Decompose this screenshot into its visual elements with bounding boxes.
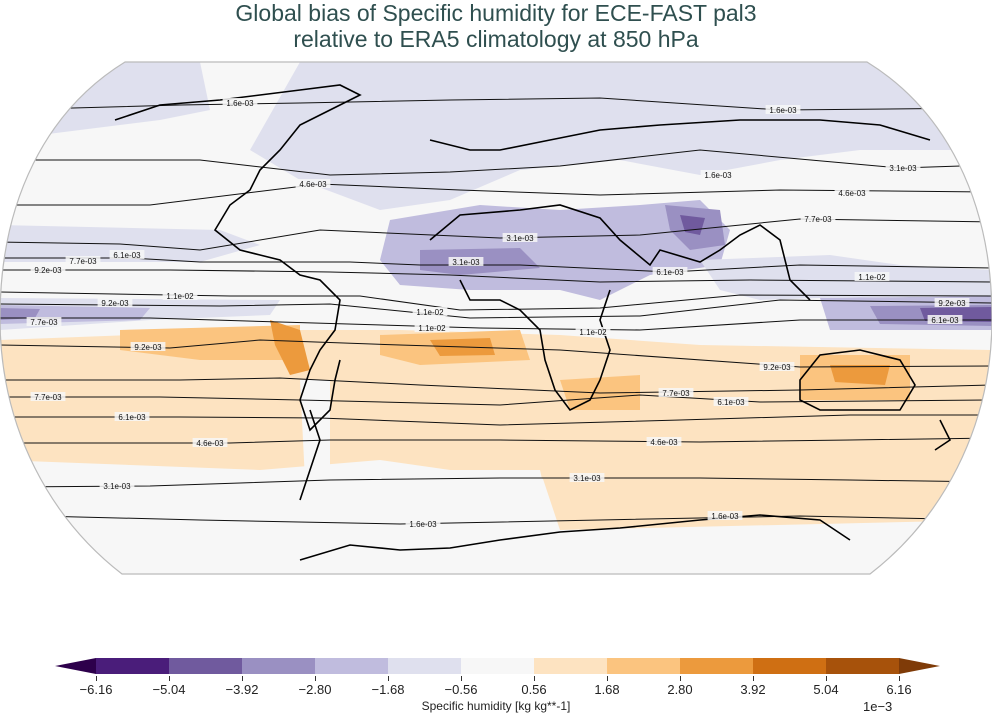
colorbar-tick <box>534 676 535 681</box>
colorbar-tick <box>680 676 681 681</box>
colorbar-segment <box>96 658 170 674</box>
colorbar-segment <box>680 658 754 674</box>
colorbar-segment <box>461 658 535 674</box>
colorbar-tick-label: 1.68 <box>594 682 620 697</box>
colorbar-tick-label: −2.80 <box>298 682 332 697</box>
colorbar-tick <box>388 676 389 681</box>
contour-labels: 1.6e-03 1.6e-03 1.6e-03 3.1e-03 4.6e-03 4.6e-… <box>26 98 970 529</box>
coastlines <box>114 84 952 561</box>
contour-label: 3.1e-03 <box>889 164 917 173</box>
world-map: 1.6e-03 1.6e-03 1.6e-03 3.1e-03 4.6e-03 4.6e-… <box>0 61 992 575</box>
colorbar-scale-factor: 1e−3 <box>863 699 893 714</box>
colorbar-segment <box>242 658 316 674</box>
colorbar-tick-label: −1.68 <box>371 682 405 697</box>
contour-label: 1.6e-03 <box>769 106 797 115</box>
colorbar-tick <box>753 676 754 681</box>
colorbar-segments <box>96 658 900 674</box>
colorbar-segment <box>315 658 389 674</box>
contour-label: 1.6e-03 <box>409 520 437 529</box>
colorbar-tick <box>315 676 316 681</box>
contour-label: 1.1e-02 <box>858 273 886 282</box>
contour-lines <box>0 97 992 525</box>
contour-label: 7.7e-03 <box>34 393 62 402</box>
contour-label: 1.1e-02 <box>579 328 607 337</box>
contour-label: 1.6e-03 <box>711 512 739 521</box>
contour-label: 1.1e-02 <box>418 324 446 333</box>
map-boundary <box>0 61 992 575</box>
contour-label: 9.2e-03 <box>763 363 791 372</box>
colorbar-segment <box>169 658 243 674</box>
colorbar-tick <box>242 676 243 681</box>
contour-label: 3.1e-03 <box>103 482 131 491</box>
contour-label: 4.6e-03 <box>650 438 678 447</box>
colorbar-tick <box>461 676 462 681</box>
colorbar-segment <box>534 658 608 674</box>
contour-label: 9.2e-03 <box>101 299 129 308</box>
colorbar-segment <box>826 658 900 674</box>
contour-label: 3.1e-03 <box>452 258 480 267</box>
chart-title-line2: relative to ERA5 climatology at 850 hPa <box>293 26 699 52</box>
contour-label: 4.6e-03 <box>838 189 866 198</box>
contour-label: 6.1e-03 <box>656 268 684 277</box>
colorbar-tick-label: 6.16 <box>886 682 912 697</box>
contour-label: 9.2e-03 <box>134 343 162 352</box>
contour-label: 4.6e-03 <box>196 439 224 448</box>
contour-label: 9.2e-03 <box>938 299 966 308</box>
colorbar-segment <box>607 658 681 674</box>
colorbar <box>55 658 940 674</box>
contour-label: 3.1e-03 <box>506 234 534 243</box>
colorbar-tick <box>169 676 170 681</box>
contour-label: 9.2e-03 <box>34 266 62 275</box>
contour-label: 6.1e-03 <box>931 316 959 325</box>
colorbar-tick-label: −5.04 <box>152 682 186 697</box>
contour-label: 6.1e-03 <box>717 398 745 407</box>
contour-label: 7.7e-03 <box>30 318 58 327</box>
colorbar-tick-label: −6.16 <box>79 682 113 697</box>
colorbar-under-arrow <box>55 658 96 674</box>
contour-label: 6.1e-03 <box>118 413 146 422</box>
chart-title-line1: Global bias of Specific humidity for ECE… <box>235 0 757 26</box>
colorbar-segment <box>753 658 827 674</box>
contour-label: 1.6e-03 <box>704 171 732 180</box>
contour-label: 7.7e-03 <box>662 389 690 398</box>
colorbar-segment <box>388 658 462 674</box>
contour-label: 1.1e-02 <box>166 292 194 301</box>
colorbar-tick-label: 3.92 <box>740 682 766 697</box>
contour-label: 1.6e-03 <box>226 99 254 108</box>
contour-label: 7.7e-03 <box>69 257 97 266</box>
colorbar-tick <box>899 676 900 681</box>
colorbar-label: Specific humidity [kg kg**-1] <box>421 699 571 713</box>
colorbar-tick-label: −3.92 <box>225 682 259 697</box>
colorbar-tick-label: 2.80 <box>667 682 693 697</box>
contour-label: 7.7e-03 <box>804 215 832 224</box>
colorbar-tick <box>607 676 608 681</box>
colorbar-over-arrow <box>899 658 940 674</box>
contour-label: 4.6e-03 <box>299 180 327 189</box>
colorbar-tick <box>826 676 827 681</box>
contour-label: 6.1e-03 <box>113 251 141 260</box>
colorbar-tick <box>96 676 97 681</box>
contour-label: 3.1e-03 <box>573 474 601 483</box>
colorbar-tick-label: 5.04 <box>813 682 839 697</box>
contour-label: 1.1e-02 <box>416 308 444 317</box>
colorbar-tick-label: 0.56 <box>521 682 547 697</box>
colorbar-tick-label: −0.56 <box>444 682 478 697</box>
